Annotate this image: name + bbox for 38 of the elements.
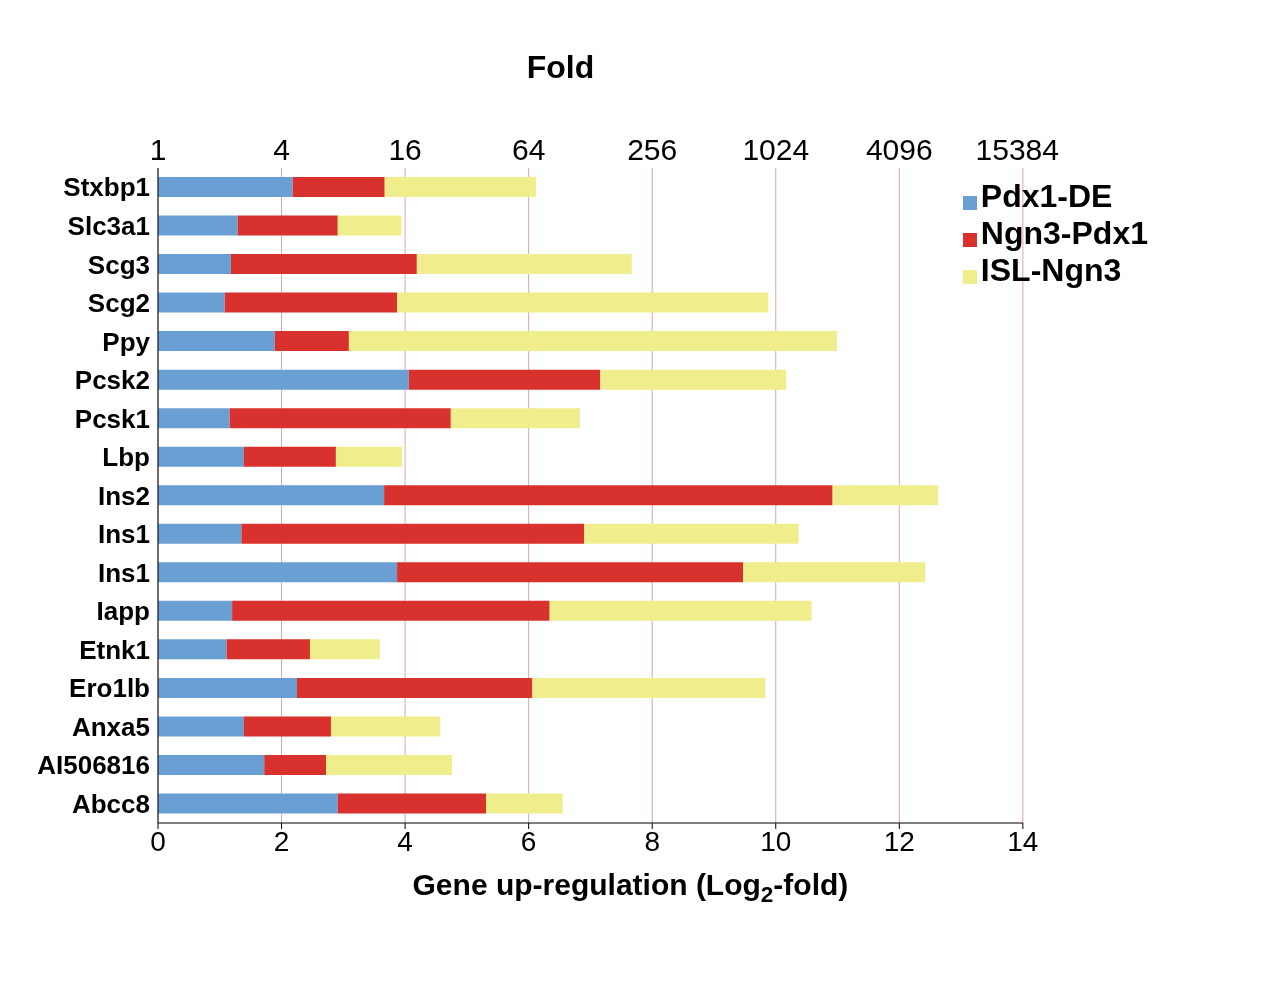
legend-label: ISL-Ngn3: [980, 252, 1122, 288]
y-tick-label: Abcc8: [71, 788, 150, 819]
y-tick-label: Anxa5: [71, 711, 150, 742]
y-tick-label: Ppy: [102, 326, 151, 357]
y-tick-label: Slc3a1: [67, 211, 150, 242]
y-tick-label: AI506816: [37, 750, 150, 781]
y-tick-label: Stxbp1: [63, 172, 150, 203]
y-tick-label: Ero1lb: [69, 673, 150, 704]
x2-tick-label: 1024: [742, 133, 810, 166]
x-tick-label: 2: [273, 825, 290, 857]
x-tick-label: 8: [644, 825, 660, 857]
y-tick-label: Iapp: [96, 596, 150, 627]
x2-tick-label: 15384: [975, 133, 1059, 166]
legend-label: Pdx1-DE: [980, 178, 1113, 214]
y-tick-label: Etnk1: [79, 634, 150, 665]
x2-tick-label: 1: [149, 133, 167, 166]
y-tick-label: Pcsk2: [74, 365, 150, 396]
legend-label: Ngn3-Pdx1: [980, 215, 1148, 251]
x2-tick-label: 64: [511, 133, 546, 166]
y-tick-label: Lbp: [102, 442, 150, 473]
x-tick-label: 12: [883, 825, 915, 857]
x-tick-label: 4: [397, 825, 413, 857]
x-tick-label: 0: [150, 825, 166, 857]
y-tick-label: Ins1: [97, 557, 150, 588]
x2-axis-title: Fold: [526, 49, 595, 85]
x-tick-label: 6: [520, 825, 537, 857]
y-tick-label: Scg2: [87, 288, 150, 319]
y-tick-label: Ins2: [97, 480, 150, 511]
x-tick-label: 10: [760, 825, 792, 857]
y-tick-label: Ins1: [97, 519, 150, 550]
x2-tick-label: 4096: [865, 133, 933, 166]
x2-tick-label: 4: [273, 133, 290, 166]
y-tick-label: Pcsk1: [74, 403, 150, 434]
y-tick-label: Scg3: [87, 249, 150, 280]
x-axis-title: Gene up-regulation (Log$_{2}$-fold): [412, 868, 849, 907]
x2-tick-label: 256: [627, 133, 678, 166]
x2-tick-label: 16: [388, 133, 422, 166]
x-tick-label: 14: [1007, 825, 1039, 857]
